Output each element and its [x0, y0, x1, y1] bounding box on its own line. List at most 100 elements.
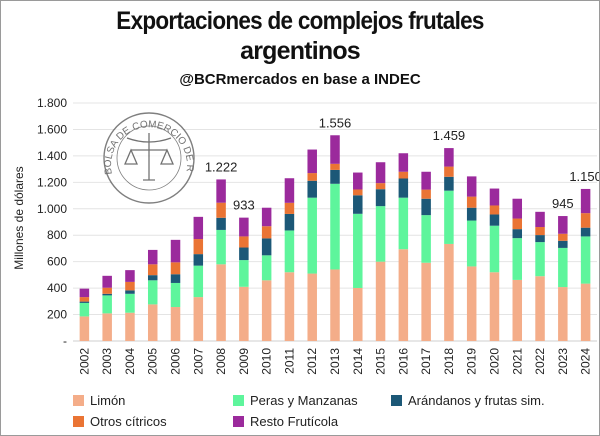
bar-segment-peras-y-manzanas-2013 — [330, 183, 340, 270]
bar-segment-otros-cítricos-2004 — [125, 281, 135, 291]
x-tick-label: 2002 — [77, 348, 91, 375]
bar-segment-peras-y-manzanas-2002 — [79, 302, 90, 317]
bar-segment-limón-2017 — [421, 262, 431, 341]
bar-segment-limón-2022 — [535, 276, 545, 341]
bar-segment-resto-frutícola-2004 — [125, 270, 135, 282]
bar-segment-peras-y-manzanas-2023 — [558, 247, 568, 288]
x-tick-label: 2008 — [214, 348, 228, 375]
bar-segment-arándanos-y-frutas-sim--2011 — [284, 213, 295, 231]
bar-segment-otros-cítricos-2006 — [170, 262, 181, 275]
bar-segment-arándanos-y-frutas-sim--2010 — [261, 238, 272, 256]
bar-segment-otros-cítricos-2003 — [102, 287, 112, 294]
bar-segment-limón-2020 — [489, 272, 500, 341]
bar-segment-peras-y-manzanas-2019 — [466, 220, 477, 267]
bar-segment-otros-cítricos-2019 — [466, 196, 477, 208]
bar-segment-arándanos-y-frutas-sim--2009 — [239, 247, 249, 261]
bar-segment-limón-2018 — [444, 243, 454, 341]
bar-segment-peras-y-manzanas-2021 — [512, 238, 523, 280]
bar-segment-peras-y-manzanas-2012 — [307, 197, 317, 274]
bar-segment-otros-cítricos-2009 — [239, 236, 249, 248]
y-tick-label: 1.800 — [37, 96, 67, 110]
legend-swatch — [73, 416, 84, 427]
x-tick-label: 2003 — [100, 348, 114, 375]
legend-label: Peras y Manzanas — [250, 393, 358, 408]
bcr-seal-logo: BOLSA DE COMERCIO DE ROSARIO — [1, 1, 195, 204]
bar-segment-limón-2013 — [330, 269, 340, 341]
bar-segment-arándanos-y-frutas-sim--2020 — [489, 214, 500, 226]
bar-segment-resto-frutícola-2006 — [170, 239, 181, 263]
bar-segment-peras-y-manzanas-2005 — [147, 280, 158, 305]
bar-segment-otros-cítricos-2020 — [489, 205, 500, 215]
bar-segment-resto-frutícola-2011 — [284, 178, 295, 203]
bar-segment-limón-2024 — [580, 283, 591, 341]
bar-segment-limón-2005 — [147, 304, 158, 341]
bar-segment-resto-frutícola-2024 — [580, 188, 591, 214]
data-label: 1.222 — [205, 159, 238, 174]
bar-segment-peras-y-manzanas-2017 — [421, 215, 431, 263]
legend-swatch — [233, 416, 244, 427]
legend-label: Resto Frutícola — [250, 414, 339, 429]
bar-segment-otros-cítricos-2005 — [147, 264, 158, 276]
bar-segment-arándanos-y-frutas-sim--2007 — [193, 254, 204, 266]
x-tick-label: 2014 — [351, 348, 365, 375]
bar-segment-limón-2010 — [261, 280, 272, 341]
bar-segment-peras-y-manzanas-2022 — [535, 242, 545, 277]
bar-segment-resto-frutícola-2010 — [261, 207, 272, 227]
bar-segment-limón-2003 — [102, 313, 112, 341]
bar-segment-otros-cítricos-2021 — [512, 218, 523, 230]
x-tick-label: 2013 — [328, 348, 342, 375]
x-tick-label: 2018 — [442, 348, 456, 375]
y-tick-label: 1.000 — [37, 202, 67, 216]
bar-segment-resto-frutícola-2021 — [512, 198, 523, 219]
x-tick-label: 2009 — [237, 348, 251, 375]
x-tick-label: 2019 — [465, 348, 479, 375]
bar-segment-peras-y-manzanas-2015 — [375, 206, 386, 262]
bar-segment-peras-y-manzanas-2014 — [353, 213, 363, 288]
bar-segment-arándanos-y-frutas-sim--2024 — [580, 227, 591, 237]
bar-segment-otros-cítricos-2010 — [261, 226, 272, 239]
x-tick-label: 2004 — [123, 348, 137, 375]
bar-segment-peras-y-manzanas-2006 — [170, 282, 181, 308]
bar-segment-peras-y-manzanas-2010 — [261, 255, 272, 281]
y-tick-label: 400 — [47, 281, 67, 295]
y-tick-label: - — [63, 334, 67, 348]
y-tick-label: 200 — [47, 308, 67, 322]
bar-segment-resto-frutícola-2023 — [558, 216, 568, 234]
bar-segment-arándanos-y-frutas-sim--2005 — [147, 275, 158, 281]
bar-segment-peras-y-manzanas-2007 — [193, 265, 204, 298]
legend-item: Arándanos y frutas sim. — [391, 393, 545, 408]
bar-segment-peras-y-manzanas-2011 — [284, 230, 295, 273]
bar-segment-limón-2023 — [558, 287, 568, 341]
bar-segment-peras-y-manzanas-2004 — [125, 293, 135, 313]
legend-label: Limón — [90, 393, 126, 408]
bar-segment-resto-frutícola-2005 — [147, 249, 158, 265]
bar-segment-arándanos-y-frutas-sim--2004 — [125, 290, 135, 294]
data-label: 1.556 — [319, 115, 352, 130]
bar-segment-arándanos-y-frutas-sim--2018 — [444, 176, 454, 191]
data-label: 933 — [233, 198, 255, 213]
bar-segment-otros-cítricos-2014 — [353, 189, 363, 196]
x-tick-label: 2024 — [579, 348, 593, 375]
bar-segment-arándanos-y-frutas-sim--2012 — [307, 180, 317, 198]
y-tick-label: 600 — [47, 255, 67, 269]
bar-segment-resto-frutícola-2015 — [375, 162, 386, 184]
bar-segment-limón-2006 — [170, 307, 181, 341]
bar-segment-otros-cítricos-2007 — [193, 239, 204, 255]
data-label: 945 — [552, 196, 574, 211]
bar-segment-arándanos-y-frutas-sim--2017 — [421, 198, 431, 216]
x-tick-label: 2020 — [487, 348, 501, 375]
bar-segment-otros-cítricos-2022 — [535, 227, 545, 236]
bar-segment-limón-2015 — [375, 261, 386, 341]
x-tick-label: 2022 — [533, 348, 547, 375]
bar-segment-otros-cítricos-2015 — [375, 183, 386, 190]
bar-segment-arándanos-y-frutas-sim--2021 — [512, 229, 523, 239]
legend-item: Peras y Manzanas — [233, 393, 358, 408]
bar-segment-peras-y-manzanas-2003 — [102, 295, 112, 314]
x-tick-label: 2005 — [146, 348, 160, 375]
bar-segment-limón-2012 — [307, 273, 317, 341]
bar-segment-limón-2016 — [398, 249, 409, 341]
bar-segment-peras-y-manzanas-2024 — [580, 236, 591, 284]
bar-segment-resto-frutícola-2018 — [444, 148, 454, 167]
